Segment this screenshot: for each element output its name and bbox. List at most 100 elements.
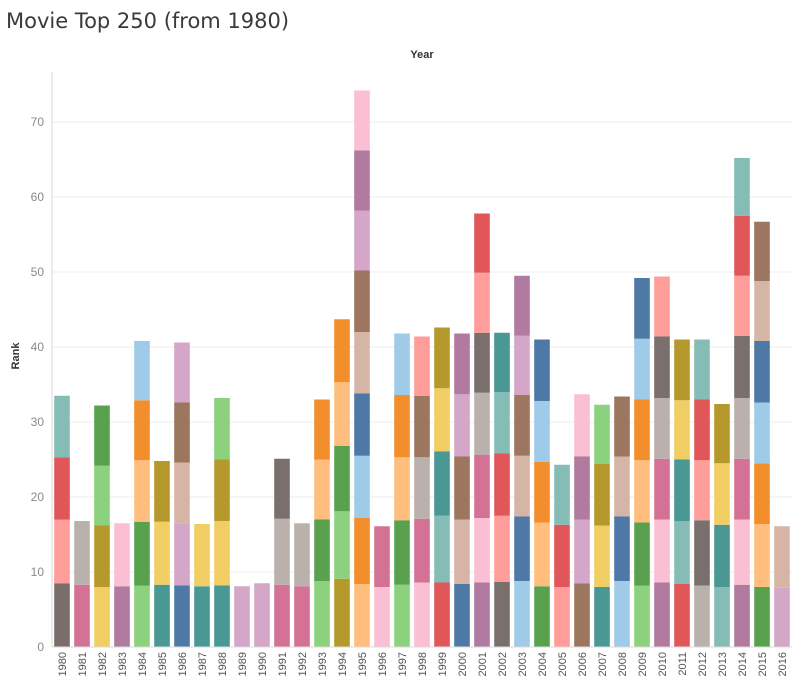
x-tick-label: 2016 (777, 652, 789, 676)
bar-segment (514, 581, 530, 647)
bar-segment (614, 456, 630, 517)
bar-segment (734, 398, 750, 459)
bar-segment (414, 336, 430, 396)
x-tick-label: 1981 (77, 652, 89, 676)
bar-segment (134, 585, 150, 647)
bar-segment (354, 90, 370, 151)
bar-segment (134, 460, 150, 522)
bar-segment (214, 398, 230, 460)
bar-segment (734, 158, 750, 216)
bar-segment (394, 584, 410, 647)
bar-stack-2001 (474, 213, 490, 647)
bar-segment (574, 519, 590, 584)
y-tick-label: 20 (31, 490, 45, 504)
bar-segment (714, 524, 730, 587)
bar-segment (574, 583, 590, 647)
bar-segment (734, 335, 750, 398)
bar-segment (714, 463, 730, 525)
bar-segment (734, 215, 750, 276)
bar-segment (514, 335, 530, 395)
bar-stack-1996 (374, 526, 390, 647)
bar-segment (574, 394, 590, 457)
bar-segment (474, 392, 490, 455)
y-tick-label: 10 (31, 565, 45, 579)
y-tick-label: 60 (31, 190, 45, 204)
bar-segment (414, 395, 430, 458)
x-tick-label: 1985 (157, 652, 169, 676)
bar-segment (634, 278, 650, 339)
bar-stack-2007 (594, 404, 610, 647)
bar-segment (114, 523, 130, 587)
bar-segment (334, 511, 350, 579)
bar-segment (154, 521, 170, 585)
bar-segment (774, 587, 790, 647)
bar-stack-2002 (494, 332, 510, 647)
bar-segment (414, 457, 430, 519)
bar-stack-2010 (654, 276, 670, 647)
x-tick-label: 1994 (337, 652, 349, 676)
bar-segment (234, 586, 250, 647)
bar-stack-1993 (314, 399, 330, 647)
bar-segment (554, 524, 570, 587)
y-axis-ticks: 0 10 20 30 40 50 60 70 (31, 115, 45, 654)
bar-segment (534, 586, 550, 647)
bar-segment (674, 459, 690, 521)
bar-segment (154, 584, 170, 647)
y-axis-title: Rank (10, 342, 22, 370)
bar-segment (174, 402, 190, 463)
x-tick-label: 2003 (517, 652, 529, 676)
bar-segment (694, 339, 710, 400)
bar-segment (754, 463, 770, 524)
bar-segment (394, 520, 410, 585)
bar-segment (454, 394, 470, 457)
x-tick-label: 1997 (397, 652, 409, 676)
bar-stack-2004 (534, 339, 550, 647)
bar-segment (734, 584, 750, 647)
bar-segment (734, 275, 750, 336)
bar-segment (454, 519, 470, 584)
bar-segment (474, 272, 490, 333)
x-tick-label: 1998 (417, 652, 429, 676)
bar-segment (354, 332, 370, 394)
bar-segment (734, 458, 750, 520)
bar-segment (94, 587, 110, 647)
bar-segment (654, 582, 670, 647)
bar-segment (634, 522, 650, 586)
x-tick-label: 2008 (617, 652, 629, 676)
x-tick-label: 1982 (97, 652, 109, 676)
bar-segment (474, 455, 490, 518)
bar-segment (394, 395, 410, 458)
x-tick-label: 2013 (717, 652, 729, 676)
bar-segment (354, 455, 370, 518)
bar-stack-2012 (694, 339, 710, 647)
bar-segment (494, 392, 510, 454)
bar-segment (414, 518, 430, 583)
bar-segment (494, 581, 510, 647)
bar-segment (554, 464, 570, 525)
bar-stack-1998 (414, 336, 430, 647)
bar-segment (634, 399, 650, 461)
x-tick-label: 1989 (237, 652, 249, 676)
bar-segment (754, 587, 770, 647)
bar-segment (534, 401, 550, 462)
bar-stack-2008 (614, 396, 630, 647)
bar-segment (754, 221, 770, 281)
bar-segment (434, 327, 450, 389)
bar-segment (754, 341, 770, 403)
bar-segment (294, 586, 310, 647)
x-tick-label: 2011 (677, 652, 689, 676)
bar-segment (674, 584, 690, 647)
bar-stack-2006 (574, 394, 590, 647)
bar-segment (274, 458, 290, 519)
bar-segment (354, 210, 370, 271)
bar-segment (454, 333, 470, 395)
bar-segment (514, 516, 530, 581)
bar-segment (174, 585, 190, 647)
bar-segment (614, 581, 630, 647)
bar-stack-1987 (194, 524, 210, 647)
bar-segment (174, 523, 190, 586)
x-tick-label: 2014 (737, 652, 749, 676)
bar-stack-2013 (714, 404, 730, 647)
bar-stack-1990 (254, 583, 270, 647)
